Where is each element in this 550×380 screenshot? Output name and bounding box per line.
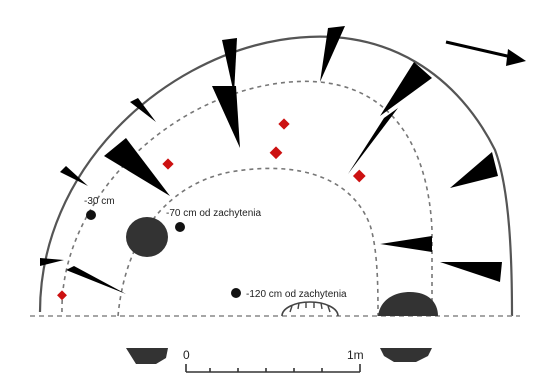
outer-ring-wedges	[40, 26, 502, 282]
outer-wall-outline	[38, 35, 514, 317]
north-arrow-icon	[445, 40, 526, 66]
wedge	[130, 98, 156, 122]
right-stone	[378, 292, 438, 316]
wedge	[380, 236, 432, 252]
red-find-marker	[57, 290, 67, 301]
red-finds	[57, 118, 366, 301]
wedge	[40, 258, 64, 266]
wedge	[348, 108, 398, 174]
red-find-marker	[269, 146, 283, 160]
wedge	[450, 152, 498, 188]
wedge	[440, 262, 502, 282]
scale-bar-start-label: 0	[183, 348, 190, 362]
inner-ring-wedges	[66, 86, 432, 294]
wedge	[320, 26, 345, 82]
section-profile-left	[126, 348, 168, 364]
hearth-feature	[281, 301, 339, 317]
label-depth-70: -70 cm od zachytenia	[166, 208, 261, 219]
wedge	[66, 266, 126, 294]
scale-bar	[185, 364, 361, 373]
scale-bar-end-label: 1m	[347, 348, 364, 362]
wedge	[222, 38, 237, 94]
depth-point-30	[86, 210, 96, 220]
depth-point-70	[175, 222, 185, 232]
wedge	[380, 62, 432, 116]
large-stone	[126, 217, 168, 257]
wedge	[60, 166, 88, 186]
middle-ring-dashed	[61, 80, 433, 316]
label-depth-30: -30 cm	[84, 196, 115, 207]
depth-point-120	[231, 288, 241, 298]
section-profile-right	[380, 348, 432, 362]
label-depth-120: -120 cm od zachytenia	[246, 289, 347, 300]
wedge	[212, 86, 240, 148]
wedge	[104, 138, 170, 196]
red-find-marker	[352, 169, 366, 183]
red-find-marker	[162, 158, 174, 170]
